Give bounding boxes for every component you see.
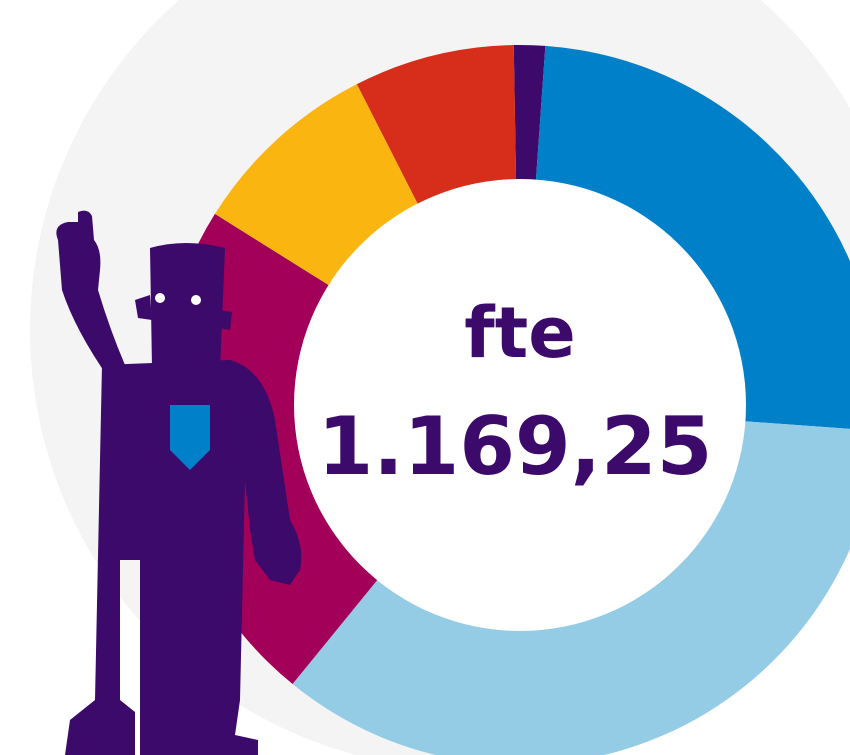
center-value: 1.169,25 [318,400,713,493]
donut-segment [513,45,546,181]
donut-segment [535,45,850,429]
donut-segment [292,421,850,755]
character [56,210,302,755]
donut-segment [356,45,517,205]
donut-hole [294,179,746,631]
donut-segment [214,84,419,286]
center-label: fte [464,292,575,374]
